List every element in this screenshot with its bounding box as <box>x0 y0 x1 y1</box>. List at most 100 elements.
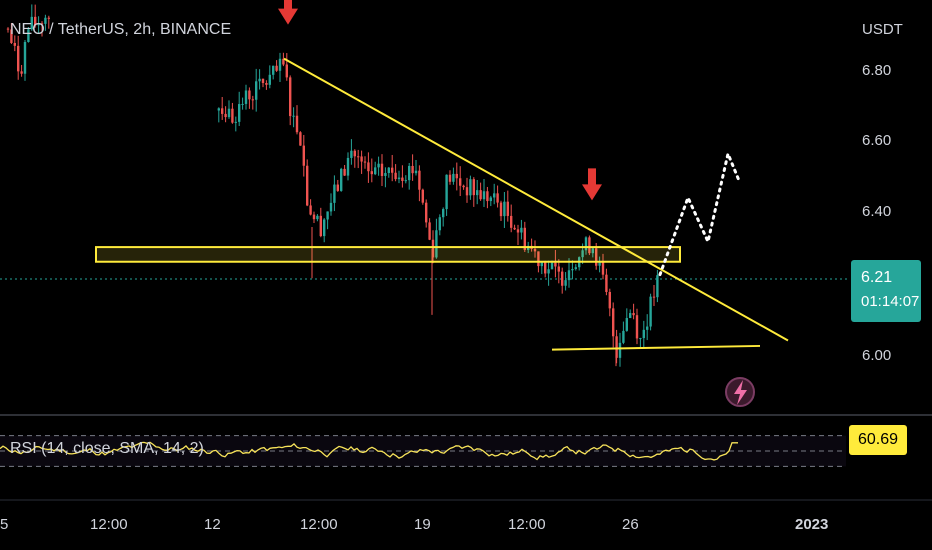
candle-body <box>10 29 13 43</box>
candle-body <box>639 338 642 340</box>
candle-body <box>649 296 652 327</box>
candle-body <box>316 215 319 220</box>
projection-path <box>658 148 742 277</box>
candle-body <box>459 178 462 186</box>
candles <box>6 4 659 367</box>
candle-body <box>312 214 316 220</box>
candle-body <box>496 193 499 203</box>
candle-body <box>431 239 435 258</box>
price-tick: 6.80 <box>862 62 891 79</box>
candle-body <box>632 313 635 316</box>
candle-body <box>251 99 254 101</box>
rsi-line <box>0 441 738 461</box>
candle-body <box>374 167 377 175</box>
candle-body <box>13 42 16 46</box>
candle-body <box>601 262 605 275</box>
candle-body <box>346 157 350 176</box>
candle-body <box>547 269 550 274</box>
candle-body <box>418 170 421 190</box>
candle-body <box>282 58 285 65</box>
rsi-value-tag: 60.69 <box>849 425 907 455</box>
candle-body <box>326 211 329 220</box>
symbol-title[interactable]: NEO / TetherUS, 2h, BINANCE <box>10 21 232 38</box>
candle-body <box>357 156 360 158</box>
candle-body <box>414 170 418 174</box>
candle-body <box>299 132 302 146</box>
candle-body <box>513 227 516 230</box>
down-arrow-icon <box>582 168 602 201</box>
candle-body <box>248 90 251 100</box>
candle-body <box>272 65 275 75</box>
candle-body <box>520 227 523 233</box>
candle-body <box>615 336 618 358</box>
candle-body <box>238 104 241 122</box>
annotations <box>95 0 789 351</box>
price-axis-unit: USDT <box>862 21 903 38</box>
candle-body <box>581 250 584 258</box>
candle-body <box>34 16 37 26</box>
candle-body <box>479 190 482 200</box>
candle-body <box>336 184 339 191</box>
candle-body <box>380 163 384 176</box>
time-tick: 5 <box>0 516 8 533</box>
candle-body <box>370 171 373 175</box>
rsi-legend[interactable]: RSI (14, close, SMA, 14, 2) <box>10 440 204 457</box>
candle-body <box>30 16 33 30</box>
candle-body <box>302 145 305 166</box>
time-tick: 2023 <box>795 516 828 533</box>
candle-body <box>265 82 268 85</box>
candle-body <box>367 162 370 172</box>
candle-body <box>564 280 567 286</box>
price-tick: 6.60 <box>862 132 891 149</box>
candle-body <box>652 296 656 298</box>
lightning-icon[interactable] <box>725 377 755 407</box>
candle-body <box>244 90 248 104</box>
candle-body <box>44 17 47 24</box>
candle-body <box>472 179 475 196</box>
candle-body <box>387 167 390 174</box>
candle-body <box>455 173 458 179</box>
candle-body <box>598 262 601 266</box>
resistance-zone <box>95 246 681 263</box>
candle-body <box>289 77 292 117</box>
candle-body <box>557 266 560 272</box>
candle-body <box>618 342 622 358</box>
candle-body <box>234 121 237 123</box>
candle-body <box>421 189 424 203</box>
candle-body <box>217 108 220 111</box>
candle-body <box>350 150 353 158</box>
candle-body <box>258 78 261 82</box>
candle-body <box>544 261 547 274</box>
candle-body <box>523 227 526 250</box>
candle-body <box>571 269 574 271</box>
candle-body <box>227 108 231 118</box>
candle-body <box>411 165 414 174</box>
candle-body <box>462 185 465 188</box>
candle-body <box>438 217 441 231</box>
price-tick: 6.40 <box>862 203 891 220</box>
time-tick: 12:00 <box>300 516 338 533</box>
current-price-value: 6.21 <box>861 269 893 286</box>
candle-body <box>554 262 557 267</box>
candle-body <box>309 205 312 215</box>
candle-body <box>489 197 492 202</box>
candle-body <box>404 180 407 182</box>
candle-body <box>503 201 506 217</box>
candle-body <box>231 108 234 123</box>
candle-body <box>343 168 346 176</box>
candle-body <box>377 163 380 168</box>
down-arrow-icon <box>278 0 298 25</box>
candle-body <box>435 230 438 258</box>
candle-body <box>486 191 489 202</box>
candle-body <box>47 17 50 19</box>
candle-body <box>608 291 611 309</box>
candle-body <box>499 202 503 217</box>
candle-body <box>469 179 472 196</box>
candle-body <box>642 329 645 339</box>
current-price-tag: 6.21 01:14:07 <box>851 260 921 322</box>
candle-body <box>329 202 333 212</box>
candle-body <box>224 113 227 118</box>
candle-body <box>6 28 10 30</box>
candle-body <box>493 193 496 198</box>
